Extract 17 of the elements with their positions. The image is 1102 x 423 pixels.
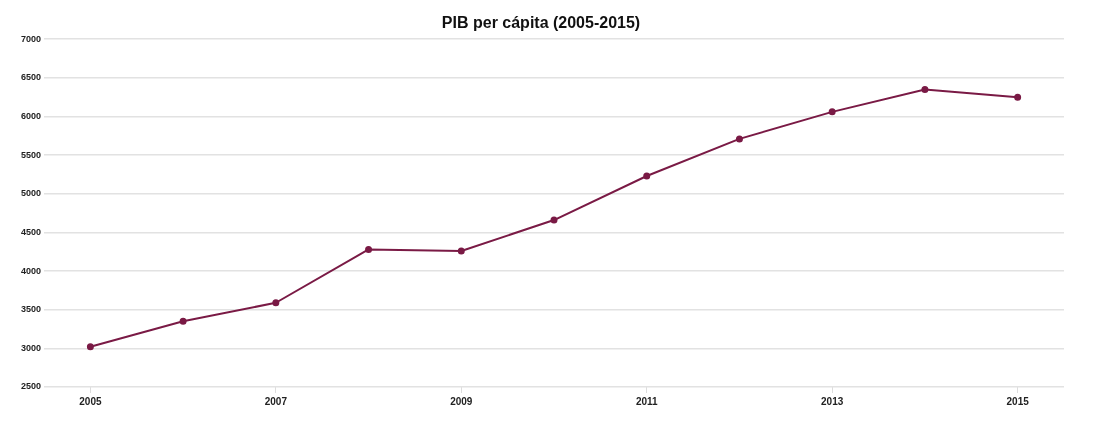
x-tick-label: 2005 (79, 395, 102, 407)
y-tick-label: 2500 (20, 381, 42, 392)
x-tick-label: 2013 (821, 395, 844, 407)
x-tick-label: 2015 (1006, 395, 1030, 407)
y-tick-label: 7000 (20, 33, 42, 44)
y-tick-label: 3500 (20, 304, 42, 315)
x-tick-label: 2009 (450, 395, 473, 407)
y-tick-label: 6500 (20, 72, 42, 83)
x-tick-label: 2011 (635, 395, 659, 407)
x-tick-label: 2007 (264, 395, 288, 407)
chart-title: PIB per cápita (2005-2015) (441, 14, 641, 32)
y-tick-label: 5000 (20, 188, 42, 199)
y-tick-label: 4000 (20, 265, 42, 276)
y-tick-label: 4500 (20, 226, 42, 237)
y-tick-label: 5500 (20, 149, 42, 160)
y-tick-label: 6000 (20, 110, 42, 121)
y-tick-label: 3000 (20, 342, 42, 353)
